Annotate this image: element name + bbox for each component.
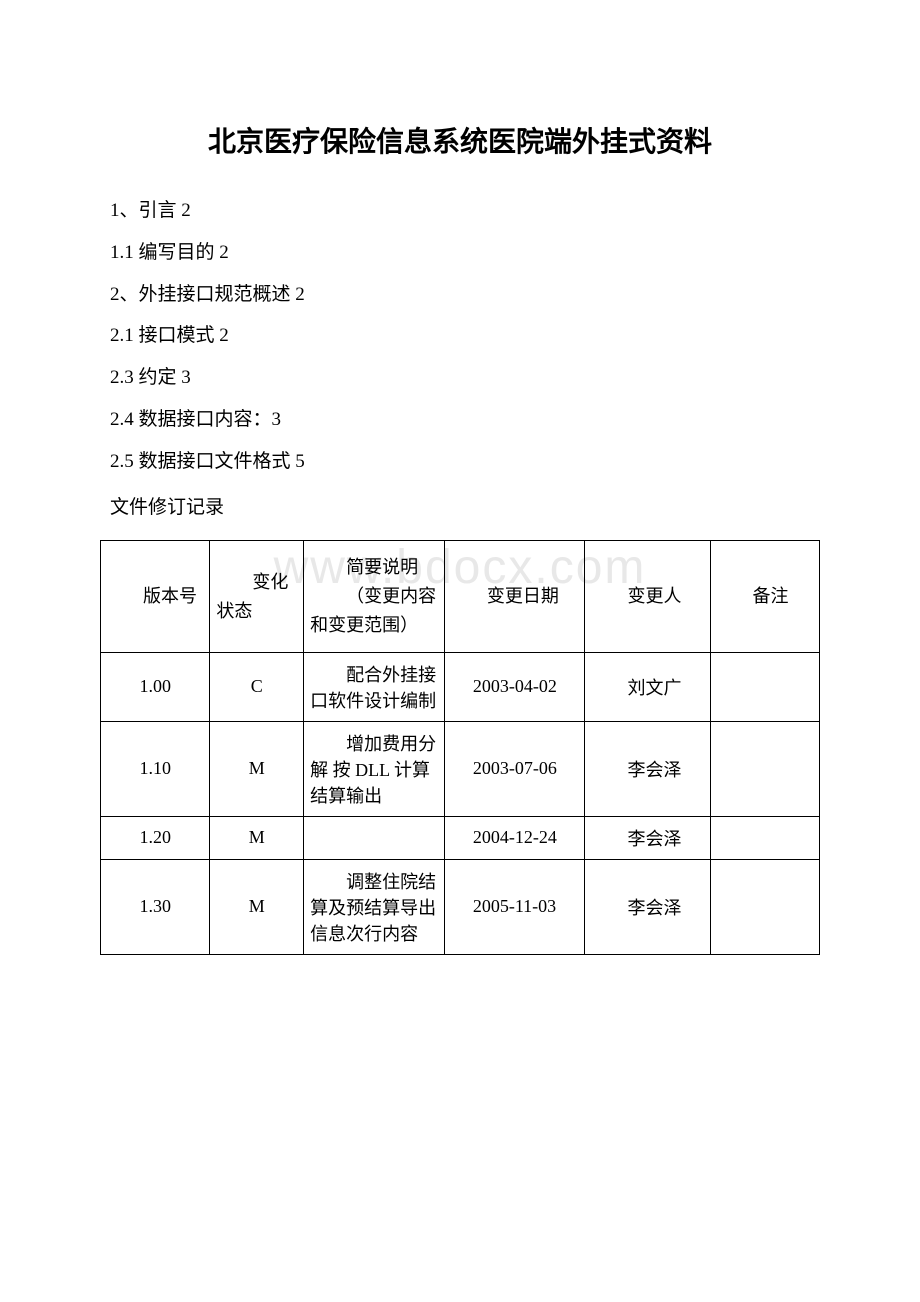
header-version: 版本号 [101,541,210,652]
cell-desc: 调整住院结算及预结算导出信息次行内容 [304,859,445,954]
document-title: 北京医疗保险信息系统医院端外挂式资料 [100,120,820,160]
cell-desc: 配合外挂接口软件设计编制 [304,652,445,721]
cell-date: 2003-07-06 [444,721,585,816]
cell-status: M [210,721,304,816]
cell-remark [710,721,819,816]
cell-status: C [210,652,304,721]
toc-item: 1.1 编写目的 2 [110,232,820,274]
toc-item: 2、外挂接口规范概述 2 [110,274,820,316]
cell-remark [710,652,819,721]
header-person: 变更人 [585,541,710,652]
cell-version: 1.20 [101,816,210,859]
cell-version: 1.00 [101,652,210,721]
cell-date: 2004-12-24 [444,816,585,859]
cell-version: 1.30 [101,859,210,954]
cell-desc [304,816,445,859]
table-row: 1.10 M 增加费用分解 按 DLL 计算结算输出 2003-07-06 李会… [101,721,820,816]
cell-person: 李会泽 [585,859,710,954]
header-desc: 简要说明 （变更内容和变更范围） [304,541,445,652]
table-header-row: 版本号 变化状态 简要说明 （变更内容和变更范围） 变更日期 变更人 备注 [101,541,820,652]
toc-item: 2.1 接口模式 2 [110,315,820,357]
cell-remark [710,859,819,954]
table-row: 1.00 C 配合外挂接口软件设计编制 2003-04-02 刘文广 [101,652,820,721]
table-row: 1.30 M 调整住院结算及预结算导出信息次行内容 2005-11-03 李会泽 [101,859,820,954]
cell-version: 1.10 [101,721,210,816]
cell-date: 2005-11-03 [444,859,585,954]
cell-person: 李会泽 [585,816,710,859]
cell-desc: 增加费用分解 按 DLL 计算结算输出 [304,721,445,816]
cell-status: M [210,816,304,859]
revision-table: 版本号 变化状态 简要说明 （变更内容和变更范围） 变更日期 变更人 备注 1.… [100,540,820,954]
cell-date: 2003-04-02 [444,652,585,721]
header-status: 变化状态 [210,541,304,652]
header-remark: 备注 [710,541,819,652]
section-label: 文件修订记录 [110,487,820,529]
toc-item: 2.3 约定 3 [110,357,820,399]
table-row: 1.20 M 2004-12-24 李会泽 [101,816,820,859]
toc-item: 1、引言 2 [110,190,820,232]
header-date: 变更日期 [444,541,585,652]
toc-item: 2.4 数据接口内容：3 [110,399,820,441]
toc-item: 2.5 数据接口文件格式 5 [110,441,820,483]
cell-remark [710,816,819,859]
cell-person: 李会泽 [585,721,710,816]
cell-person: 刘文广 [585,652,710,721]
cell-status: M [210,859,304,954]
